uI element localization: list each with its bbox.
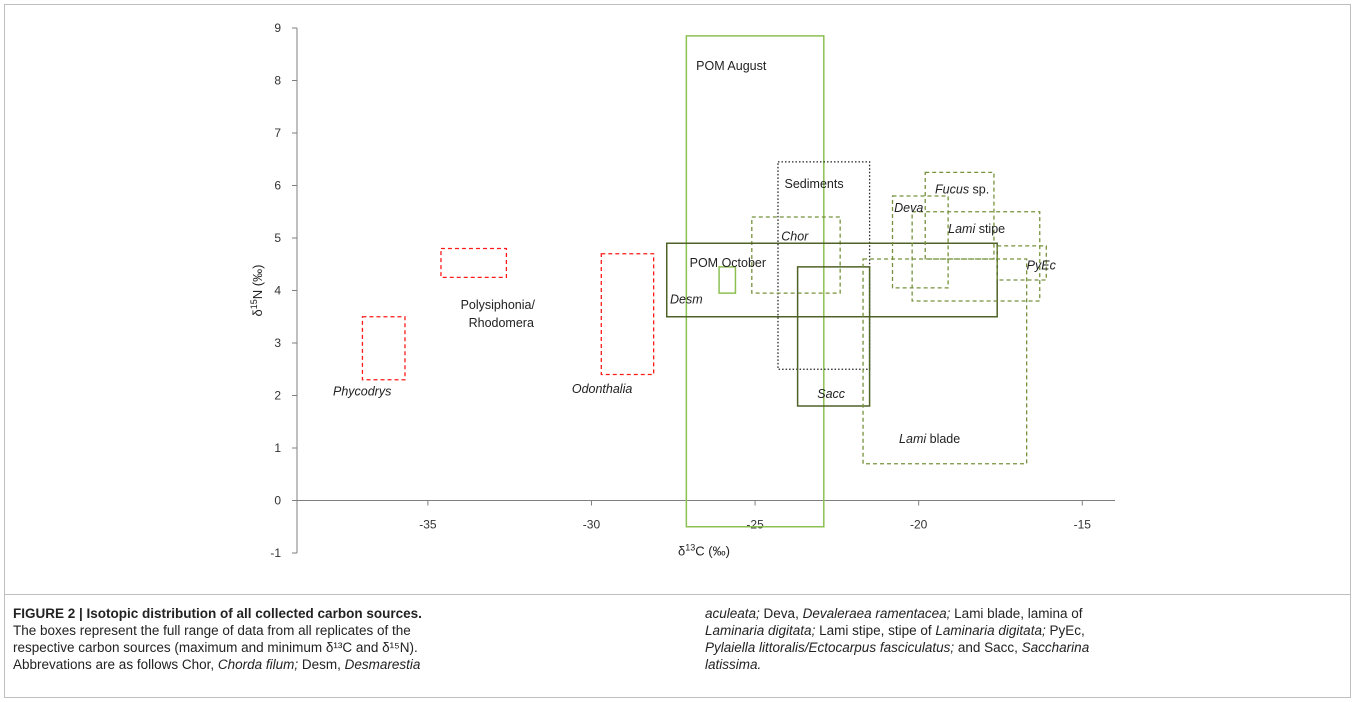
caption-title: FIGURE 2 | Isotopic distribution of all … — [13, 606, 422, 621]
y-tick-label: 0 — [274, 494, 281, 508]
label-pom-august: POM August — [696, 59, 767, 73]
box-lami-stipe — [911, 211, 1041, 302]
y-tick-label: 6 — [274, 179, 281, 193]
y-tick-label: 7 — [274, 126, 281, 140]
box-pom-august — [685, 35, 825, 528]
x-tick-label: -20 — [910, 518, 928, 532]
source-boxes — [361, 35, 1047, 528]
caption-line-3b: Chorda filum; — [217, 657, 299, 672]
isotope-chart: -1 0 1 2 3 4 5 6 7 8 9 -35 -30 -25 -20 -15 Phycodrys Pol… — [249, 21, 1115, 560]
label-fucus-sp: Fucus sp. — [935, 182, 989, 196]
x-tick-label: -35 — [419, 518, 437, 532]
caption-r-2: Deva, — [759, 606, 803, 621]
y-axis-title-part: δ — [250, 309, 265, 316]
box-odonthalia — [600, 253, 655, 376]
box-chor — [751, 216, 841, 294]
label-sediments: Sediments — [785, 177, 844, 191]
caption-r-4: Lami blade, lamina of — [950, 606, 1083, 621]
box-fucus-sp — [924, 171, 995, 260]
caption-r-11: Saccharina — [1021, 640, 1090, 655]
label-phycodrys: Phycodrys — [333, 385, 391, 399]
y-tick-label: 9 — [274, 21, 281, 35]
label-lami-blade-italic: Lami — [899, 432, 927, 446]
axes: -1 0 1 2 3 4 5 6 7 8 9 -35 -30 -25 -20 -15 — [270, 21, 1115, 560]
box-deva — [891, 195, 949, 289]
label-deva: Deva — [894, 201, 923, 215]
caption-right: aculeata; Deva, Devaleraea ramentacea; L… — [705, 605, 1325, 673]
caption-r-8: PyEc, — [1045, 623, 1085, 638]
caption-line-3a: Abbrevations are as follows Chor, — [13, 657, 218, 672]
caption-r-7: Laminaria digitata; — [935, 623, 1046, 638]
caption-line-1: The boxes represent the full range of da… — [13, 623, 411, 638]
x-tick-label: -15 — [1074, 518, 1092, 532]
label-fucus-sp-italic: Fucus — [935, 182, 969, 196]
x-axis-title-part: δ — [678, 544, 685, 559]
box-sacc — [796, 266, 871, 407]
caption-divider — [5, 594, 1350, 595]
label-fucus-sp-rest: sp. — [969, 182, 989, 196]
x-tick-label: -25 — [746, 518, 764, 532]
y-tick-label: 4 — [274, 284, 281, 298]
box-polysiphonia — [440, 247, 508, 279]
label-sacc: Sacc — [817, 387, 846, 401]
y-axis-title-part: N (‰) — [250, 265, 265, 300]
x-axis-title-sup: 13 — [685, 543, 695, 553]
x-tick-label: -30 — [583, 518, 601, 532]
caption-r-10: and Sacc, — [954, 640, 1022, 655]
label-chor: Chor — [781, 230, 809, 244]
axis-titles: δ13C (‰)δ15N (‰) — [249, 265, 730, 559]
box-phycodrys — [361, 316, 406, 381]
label-lami-stipe: Lami stipe — [948, 222, 1005, 236]
box-labels: Phycodrys Polysiphonia/Rhodomera Odonthali… — [333, 59, 1057, 446]
label-odonthalia: Odonthalia — [572, 382, 633, 396]
y-tick-label: 1 — [274, 441, 281, 455]
y-tick-label: 3 — [274, 336, 281, 350]
label-lami-stipe-rest: stipe — [975, 222, 1005, 236]
caption-r-12: latissima. — [705, 657, 762, 672]
y-tick-label: -1 — [270, 546, 281, 560]
caption-r-3: Devaleraea ramentacea; — [802, 606, 951, 621]
label-polysiphonia: Polysiphonia/ — [461, 298, 536, 312]
caption-r-6: Lami stipe, stipe of — [815, 623, 936, 638]
label-lami-blade-rest: blade — [926, 432, 960, 446]
caption-line-3c: Desm, — [298, 657, 345, 672]
caption-line-2: respective carbon sources (maximum and m… — [13, 640, 418, 655]
box-pyec — [996, 245, 1047, 281]
y-tick-label: 2 — [274, 389, 281, 403]
x-axis-title-part: C (‰) — [695, 544, 730, 559]
y-tick-label: 8 — [274, 74, 281, 88]
caption-r-5: Laminaria digitata; — [705, 623, 816, 638]
caption-r-1: aculeata; — [705, 606, 760, 621]
x-axis-title: δ13C (‰) — [678, 543, 730, 559]
box-desm — [665, 242, 998, 318]
y-tick-label: 5 — [274, 231, 281, 245]
caption-r-9: Pylaiella littoralis/Ectocarpus fascicul… — [705, 640, 955, 655]
label-pom-october: POM October — [690, 256, 766, 270]
figure-frame — [4, 4, 1351, 698]
label-pyec: PyEc — [1027, 259, 1057, 273]
box-pom-october — [718, 266, 737, 294]
label-desm: Desm — [670, 293, 703, 307]
caption-left: FIGURE 2 | Isotopic distribution of all … — [13, 605, 668, 673]
box-sediments — [777, 161, 871, 370]
label-lami-blade: Lami blade — [899, 432, 960, 446]
label-polysiphonia-line2: Rhodomera — [469, 316, 534, 330]
y-axis-title: δ15N (‰) — [249, 265, 265, 317]
label-lami-stipe-italic: Lami — [948, 222, 976, 236]
y-axis-title-sup: 15 — [249, 299, 259, 309]
box-lami-blade — [862, 258, 1028, 465]
caption-line-3d: Desmarestia — [344, 657, 421, 672]
